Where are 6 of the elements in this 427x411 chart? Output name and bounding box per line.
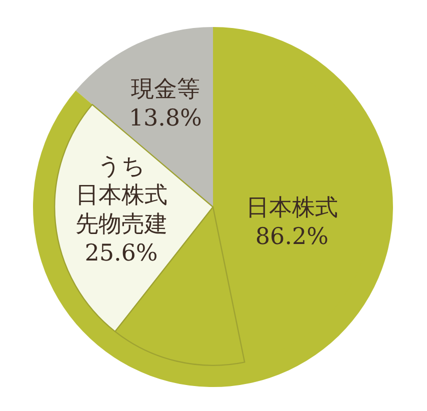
text: うち日本株式先物売建 [75, 154, 168, 238]
slice-label: 日本株式 [246, 194, 338, 221]
data-label: 86.2% [255, 224, 329, 250]
data-label: 25.6% [84, 240, 158, 267]
slice-label: 現金等 [130, 76, 200, 103]
data-label: 13.8% [128, 106, 202, 132]
